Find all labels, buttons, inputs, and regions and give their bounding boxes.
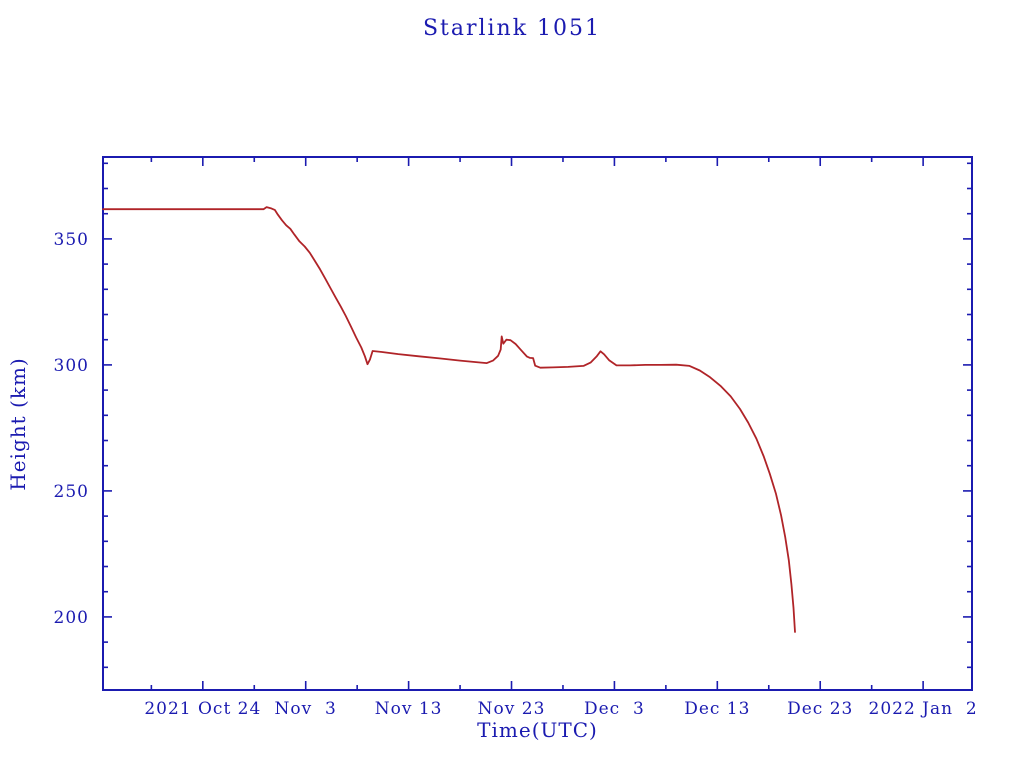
x-tick-label: Nov 23 xyxy=(478,699,546,719)
x-tick-label: 2021 Oct 24 xyxy=(144,699,261,719)
x-tick-label: Nov 13 xyxy=(375,699,443,719)
x-tick-label: Dec 23 xyxy=(787,699,853,719)
plot-frame xyxy=(102,156,973,691)
x-tick-label: 2022 Jan 2 xyxy=(869,699,978,719)
height-series-line xyxy=(102,206,796,633)
x-tick-label: Nov 3 xyxy=(275,699,337,719)
x-tick-label: Dec 3 xyxy=(584,699,645,719)
x-tick-label: Dec 13 xyxy=(684,699,750,719)
chart-title: Starlink 1051 xyxy=(422,16,602,41)
y-tick-label: 350 xyxy=(54,230,89,250)
y-tick-label: 300 xyxy=(54,356,89,376)
y-tick-label: 250 xyxy=(54,482,89,502)
x-axis-label: Time(UTC) xyxy=(477,718,598,742)
y-tick-label: 200 xyxy=(54,608,89,628)
